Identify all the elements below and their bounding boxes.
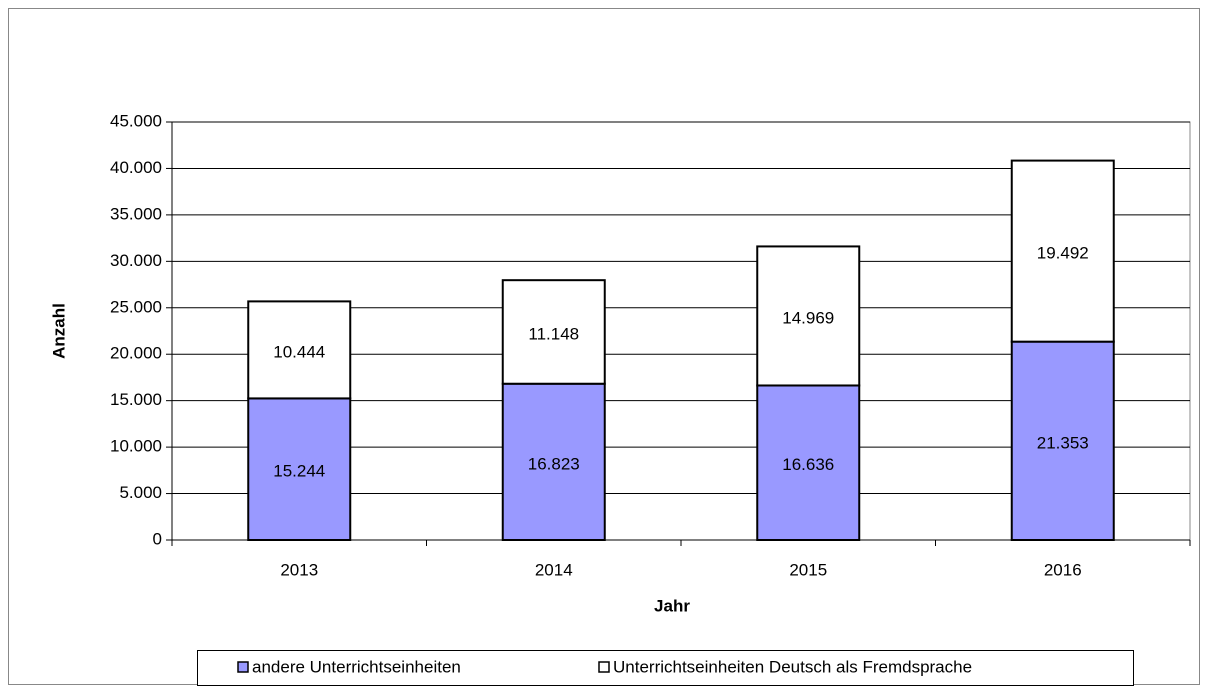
- x-tick-label: 2013: [280, 560, 318, 579]
- data-label: 11.148: [528, 324, 579, 343]
- y-tick-label: 10.000: [110, 437, 162, 456]
- bar-segment: [501, 279, 606, 385]
- y-tick-label: 25.000: [110, 297, 162, 316]
- data-label: 21.353: [1037, 433, 1089, 452]
- bar-segment: [756, 245, 861, 387]
- y-axis-title: Anzahl: [49, 303, 68, 359]
- bar-segment: [501, 382, 606, 542]
- legend-swatch: [598, 661, 610, 673]
- bar-segment: [247, 300, 352, 400]
- data-label: 16.823: [528, 454, 580, 473]
- legend: [197, 650, 1134, 686]
- y-tick-label: 0: [153, 529, 162, 548]
- y-tick-label: 45.000: [110, 111, 162, 130]
- legend-swatch: [237, 661, 249, 673]
- data-label: 10.444: [273, 342, 325, 361]
- y-tick-label: 5.000: [119, 483, 162, 502]
- data-label: 16.636: [782, 455, 834, 474]
- x-tick-label: 2015: [789, 560, 827, 579]
- data-label: 14.969: [782, 308, 834, 327]
- y-tick-label: 40.000: [110, 158, 162, 177]
- x-tick-label: 2016: [1044, 560, 1082, 579]
- x-axis-title: Jahr: [654, 596, 690, 615]
- x-tick-label: 2014: [535, 560, 573, 579]
- y-tick-label: 35.000: [110, 204, 162, 223]
- y-tick-label: 30.000: [110, 251, 162, 270]
- bar-segment: [1010, 159, 1115, 343]
- bar-segment: [756, 384, 861, 541]
- bar-segment: [1010, 340, 1115, 541]
- bar-segment: [247, 397, 352, 541]
- legend-label: Unterrichtseinheiten Deutsch als Fremdsp…: [613, 657, 972, 676]
- data-label: 19.492: [1037, 244, 1089, 263]
- data-label: 15.244: [273, 462, 325, 481]
- y-tick-label: 15.000: [110, 390, 162, 409]
- legend-label: andere Unterrichtseinheiten: [252, 657, 461, 676]
- y-tick-label: 20.000: [110, 344, 162, 363]
